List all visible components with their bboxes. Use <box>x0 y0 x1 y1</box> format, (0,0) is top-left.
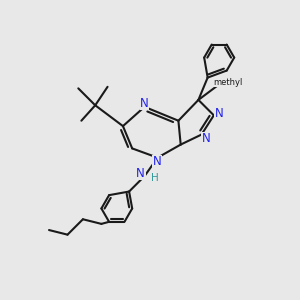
Text: N: N <box>215 107 224 120</box>
Text: N: N <box>140 97 149 110</box>
Text: N: N <box>152 155 161 168</box>
Text: H: H <box>152 173 159 183</box>
Text: methyl: methyl <box>213 78 242 87</box>
Text: N: N <box>202 132 211 145</box>
Text: N: N <box>136 167 145 180</box>
